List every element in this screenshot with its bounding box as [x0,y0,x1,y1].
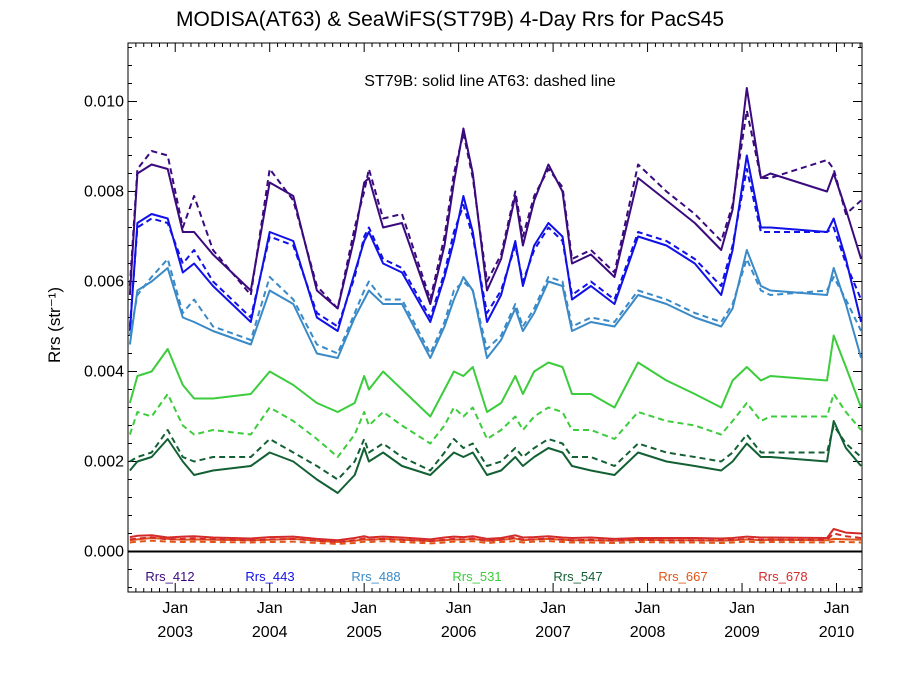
x-tick-year: 2007 [535,624,571,641]
x-tick-month: Jan [635,600,661,617]
series-line-dashed-rrs-488 [128,258,863,355]
x-tick-month: Jan [446,600,472,617]
y-tick-label: 0.008 [84,184,124,201]
data-series [128,87,863,545]
legend-item-rrs-412: Rrs_412 [145,569,194,584]
legend-item-rrs-443: Rrs_443 [245,569,294,584]
y-axis-label: Rrs (str⁻¹) [45,287,64,363]
chart-title: MODISA(AT63) & SeaWiFS(ST79B) 4-Day Rrs … [175,8,725,31]
series-line-dashed-rrs-531 [128,393,862,458]
series-line-dashed-rrs-547 [129,424,862,481]
x-tick-month: Jan [257,600,283,617]
line-style-note: ST79B: solid line AT63: dashed line [364,73,616,90]
series-line-solid-rrs-443 [128,154,863,332]
series-line-dashed-rrs-667 [129,539,862,545]
series-line-solid-rrs-678 [129,528,862,542]
legend: Rrs_412 Rrs_443 Rrs_488 Rrs_531 Rrs_547 Rrs_6… [145,569,807,584]
x-tick-year: 2005 [346,624,382,641]
x-tick-year: 2004 [252,624,288,641]
legend-item-rrs-531: Rrs_531 [452,569,501,584]
series-line-dashed-rrs-412 [128,109,862,310]
y-tick-label: 0.002 [84,454,124,471]
series-line-dashed-rrs-678 [129,532,862,543]
x-tick-year: 2010 [819,624,855,641]
x-tick-year: 2003 [157,624,193,641]
x-tick-month: Jan [162,600,188,617]
legend-item-rrs-547: Rrs_547 [553,569,602,584]
series-line-solid-rrs-488 [128,249,863,359]
x-tick-year: 2009 [724,624,760,641]
legend-item-rrs-678: Rrs_678 [758,569,807,584]
y-tick-label: 0.006 [84,274,124,291]
y-tick-label: 0.010 [84,94,124,111]
series-line-solid-rrs-547 [129,420,862,494]
legend-item-rrs-488: Rrs_488 [351,569,400,584]
x-tick-year: 2006 [441,624,477,641]
x-tick-month: Jan [824,600,850,617]
x-tick-month: Jan [729,600,755,617]
axis-ticks: 0.000 0.002 0.004 0.006 0.008 0.010 Jan 2003 Jan… [84,43,862,641]
y-tick-label: 0.000 [84,544,124,561]
series-line-dashed-rrs-443 [128,168,863,328]
x-tick-year: 2008 [630,624,666,641]
series-line-solid-rrs-531 [128,334,863,418]
x-tick-month: Jan [540,600,566,617]
series-line-solid-rrs-412 [128,87,863,310]
x-tick-month: Jan [351,600,377,617]
legend-item-rrs-667: Rrs_667 [658,569,707,584]
y-tick-label: 0.004 [84,364,124,381]
